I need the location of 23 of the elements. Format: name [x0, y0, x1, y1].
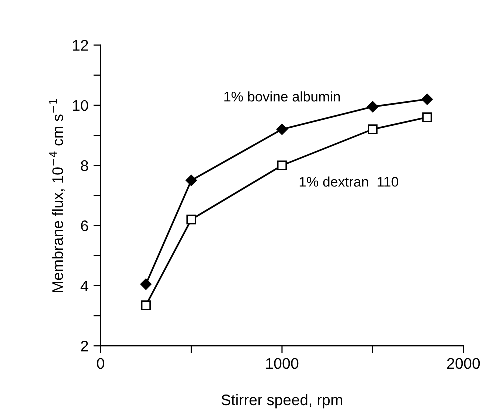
point: [140, 278, 152, 290]
point: [277, 160, 288, 170]
point: [367, 101, 379, 113]
y-tick-label: 2: [81, 340, 88, 352]
y-axis-title: Membrane flux, 10$^{−4}$ cm s$^{−1}$: [50, 99, 66, 292]
point: [368, 124, 378, 134]
y-tick-label: 10: [73, 100, 88, 112]
x-tick-label: 2000: [447, 358, 480, 370]
point: [186, 175, 198, 186]
x-tick-label: 0: [97, 358, 104, 370]
point: [422, 112, 432, 122]
series-label: 1% bovine albumin: [224, 92, 340, 102]
x-axis-title: Stirrer speed, rpm: [222, 394, 342, 409]
y-tick-label: 6: [81, 220, 88, 232]
point: [422, 94, 433, 106]
y-tick-label: 4: [80, 280, 89, 292]
point: [186, 214, 196, 225]
point: [141, 300, 152, 310]
series-label: 1% dextran 110: [300, 176, 398, 187]
x-tick-label: 1000: [266, 358, 299, 370]
y-tick-label: 12: [73, 40, 88, 51]
y-tick-label: 8: [81, 160, 88, 172]
point: [276, 124, 288, 136]
